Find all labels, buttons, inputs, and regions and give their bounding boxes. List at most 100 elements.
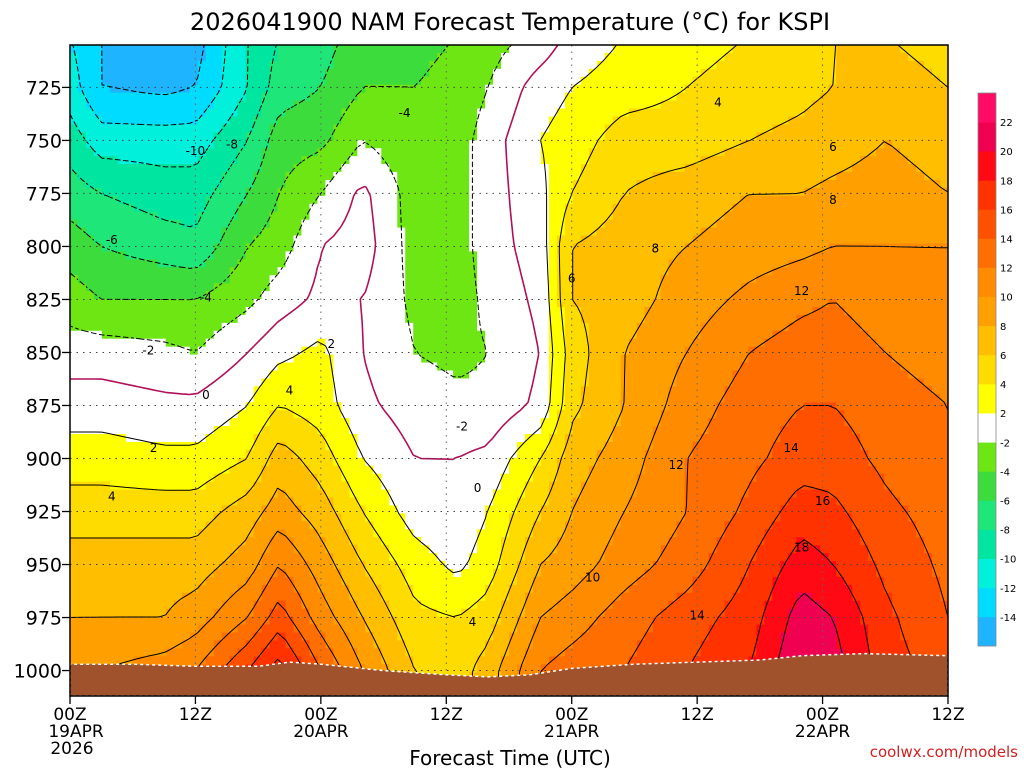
temperature-cell: [141, 124, 151, 133]
temperature-cell: [149, 92, 159, 102]
temperature-cell: [836, 179, 845, 189]
temperature-cell: [924, 84, 933, 94]
temperature-cell: [844, 251, 853, 260]
temperature-cell: [325, 108, 334, 118]
temperature-cell: [708, 148, 718, 157]
temperature-cell: [501, 267, 510, 276]
temperature-cell: [668, 156, 678, 165]
temperature-cell: [213, 172, 223, 181]
temperature-cell: [828, 45, 837, 54]
temperature-cell: [301, 322, 311, 332]
temperature-cell: [844, 314, 853, 324]
temperature-cell: [908, 299, 917, 308]
temperature-cell: [197, 402, 207, 411]
temperature-cell: [117, 84, 127, 94]
temperature-cell: [301, 306, 311, 316]
temperature-cell: [572, 68, 582, 78]
temperature-cell: [932, 386, 941, 395]
temperature-cell: [413, 227, 422, 237]
temperature-cell: [524, 172, 534, 181]
temperature-cell: [85, 164, 95, 173]
temperature-cell: [756, 132, 766, 141]
temperature-cell: [365, 148, 374, 157]
temperature-cell: [405, 76, 414, 86]
temperature-cell: [261, 100, 271, 110]
temperature-cell: [253, 251, 263, 260]
temperature-cell: [516, 148, 526, 157]
temperature-cell: [349, 402, 358, 411]
temperature-cell: [437, 203, 446, 213]
temperature-cell: [860, 267, 869, 276]
temperature-cell: [876, 76, 885, 86]
temperature-cell: [277, 100, 287, 110]
temperature-cell: [940, 299, 948, 308]
temperature-cell: [516, 346, 526, 356]
temperature-cell: [277, 378, 287, 387]
temperature-cell: [70, 299, 79, 308]
temperature-cell: [524, 306, 534, 316]
temperature-cell: [85, 299, 95, 308]
temperature-cell: [309, 76, 319, 86]
temperature-cell: [189, 195, 199, 205]
temperature-cell: [309, 60, 319, 70]
temperature-cell: [892, 92, 901, 102]
temperature-cell: [540, 330, 550, 340]
temperature-cell: [652, 370, 662, 380]
temperature-cell: [421, 362, 430, 372]
temperature-cell: [628, 195, 638, 205]
temperature-cell: [612, 195, 622, 205]
temperature-cell: [700, 203, 710, 213]
temperature-cell: [612, 362, 622, 372]
temperature-cell: [740, 314, 750, 324]
temperature-cell: [564, 140, 574, 149]
temperature-cell: [245, 76, 255, 86]
temperature-cell: [748, 164, 758, 173]
temperature-cell: [660, 45, 670, 54]
temperature-cell: [117, 267, 127, 276]
temperature-cell: [516, 172, 526, 181]
temperature-cell: [932, 322, 941, 332]
temperature-cell: [556, 124, 566, 133]
temperature-cell: [477, 346, 486, 356]
temperature-cell: [892, 187, 901, 197]
temperature-cell: [509, 299, 518, 308]
temperature-cell: [125, 306, 135, 316]
temperature-cell: [820, 322, 829, 332]
temperature-cell: [620, 275, 630, 284]
temperature-cell: [852, 291, 861, 300]
temperature-cell: [676, 346, 686, 356]
temperature-cell: [469, 362, 478, 372]
temperature-cell: [524, 124, 534, 133]
temperature-cell: [389, 275, 398, 284]
temperature-cell: [101, 84, 111, 94]
temperature-cell: [141, 172, 151, 181]
temperature-cell: [756, 330, 766, 340]
temperature-cell: [828, 314, 837, 324]
temperature-cell: [77, 402, 87, 411]
temperature-cell: [804, 299, 813, 308]
temperature-cell: [93, 314, 103, 324]
temperature-cell: [157, 394, 167, 403]
temperature-cell: [692, 148, 702, 157]
temperature-cell: [197, 235, 207, 245]
temperature-cell: [85, 116, 95, 125]
temperature-cell: [740, 172, 750, 181]
temperature-cell: [157, 124, 167, 133]
temperature-cell: [716, 172, 726, 181]
temperature-cell: [389, 60, 398, 70]
temperature-cell: [660, 211, 670, 221]
temperature-cell: [109, 227, 119, 237]
temperature-cell: [916, 187, 925, 197]
temperature-cell: [596, 235, 606, 245]
temperature-cell: [189, 259, 199, 268]
temperature-cell: [596, 92, 606, 102]
temperature-cell: [237, 45, 247, 54]
temperature-cell: [524, 60, 534, 70]
temperature-cell: [804, 251, 813, 260]
temperature-cell: [916, 299, 925, 308]
temperature-cell: [884, 148, 893, 157]
temperature-cell: [652, 306, 662, 316]
temperature-cell: [932, 52, 941, 62]
temperature-cell: [93, 92, 103, 102]
temperature-cell: [660, 84, 670, 94]
